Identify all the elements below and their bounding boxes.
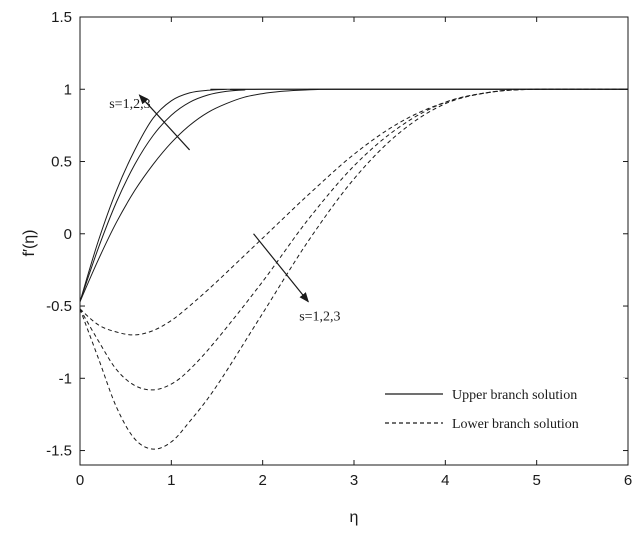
x-axis-label: η bbox=[350, 509, 359, 526]
annotation-arrow-upper bbox=[138, 94, 191, 151]
y-axis-label: f′(η) bbox=[21, 230, 38, 257]
series-line-6-dashed bbox=[79, 88, 629, 450]
y-tick-label: 0 bbox=[64, 226, 72, 243]
series-line-2-solid bbox=[79, 88, 629, 302]
x-tick-label: 0 bbox=[76, 472, 84, 489]
y-tick-label: -0.5 bbox=[46, 298, 72, 315]
annotation-arrow-lower bbox=[253, 233, 309, 303]
x-tick-label: 2 bbox=[258, 472, 266, 489]
legend-label-upper: Upper branch solution bbox=[452, 388, 577, 403]
series-layer bbox=[79, 88, 629, 450]
x-tick-label: 1 bbox=[167, 472, 175, 489]
y-tick-label: 0.5 bbox=[51, 154, 72, 171]
series-line-3-solid bbox=[79, 88, 629, 302]
tick-layer: 0 1 2 3 4 5 6 -1.5 -1 -0.5 0 0.5 1 1.5 bbox=[46, 9, 632, 489]
y-tick-label: 1.5 bbox=[51, 9, 72, 26]
series-line-4-dashed bbox=[79, 88, 629, 336]
series-line-5-dashed bbox=[79, 88, 629, 391]
annotation-label-lower: s=1,2,3 bbox=[299, 309, 340, 324]
x-tick-label: 6 bbox=[624, 472, 632, 489]
annotation-upper: s=1,2,3 bbox=[109, 94, 191, 151]
series-line-1-solid bbox=[79, 88, 629, 302]
annotation-lower: s=1,2,3 bbox=[253, 233, 341, 324]
legend: Upper branch solution Lower branch solut… bbox=[375, 378, 625, 436]
x-tick-label: 4 bbox=[441, 472, 449, 489]
legend-label-lower: Lower branch solution bbox=[452, 417, 579, 432]
y-tick-label: 1 bbox=[64, 81, 72, 98]
x-tick-label: 3 bbox=[350, 472, 358, 489]
annotation-label-upper: s=1,2,3 bbox=[109, 97, 150, 112]
legend-box bbox=[375, 378, 625, 436]
y-tick-label: -1 bbox=[59, 370, 72, 387]
x-tick-label: 5 bbox=[532, 472, 540, 489]
y-tick-label: -1.5 bbox=[46, 443, 72, 460]
